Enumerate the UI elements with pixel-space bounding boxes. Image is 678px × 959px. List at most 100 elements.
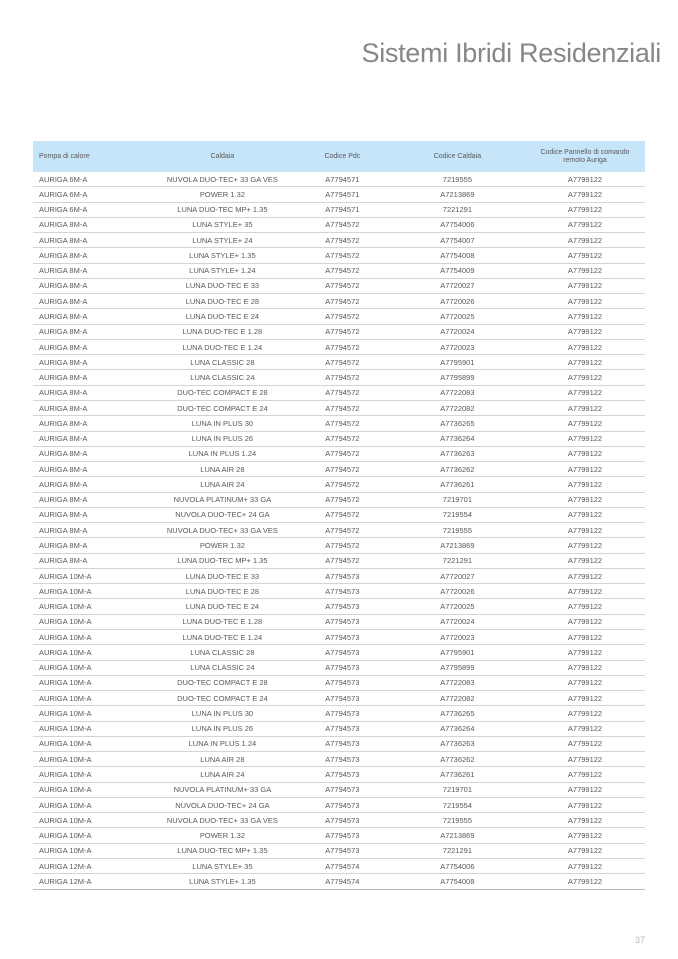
cell-caldaia: LUNA STYLE+ 1.35 xyxy=(189,250,256,260)
cell-codice-pannello: A7799122 xyxy=(567,174,603,184)
cell-pompa-di-calore: AURIGA 8M-A xyxy=(39,510,88,520)
cell-codice-pdc: A7794572 xyxy=(325,449,360,459)
cell-codice-pdc: A7794572 xyxy=(325,541,360,550)
cell-caldaia: POWER 1.32 xyxy=(199,831,245,841)
cell-pompa-di-calore: AURIGA 8M-A xyxy=(39,312,88,322)
cell-caldaia: LUNA DUO-TEC MP+ 1.35 xyxy=(177,846,268,856)
cell-codice-caldaia: A7795901 xyxy=(440,357,475,367)
cell-codice-caldaia: A7736261 xyxy=(440,479,475,489)
table-row: AURIGA 10M-A NUVOLA DUO-TEC+ 33 GA VES A77… xyxy=(33,813,645,829)
table-row: AURIGA 8M-A LUNA DUO-TEC MP+ 1.35 A7794572… xyxy=(33,554,645,569)
cell-codice-pannello: A7799122 xyxy=(567,693,603,703)
cell-codice-caldaia: A7795901 xyxy=(440,647,475,657)
cell-codice-pannello: A7799122 xyxy=(567,266,603,276)
cell-codice-caldaia: A7736262 xyxy=(440,464,475,474)
cell-codice-caldaia: A7720024 xyxy=(440,327,475,337)
cell-codice-caldaia: A7720024 xyxy=(440,617,475,627)
cell-codice-pdc: A7794571 xyxy=(325,174,360,184)
cell-pompa-di-calore: AURIGA 8M-A xyxy=(39,357,88,367)
cell-codice-pannello: A7799122 xyxy=(567,296,603,306)
cell-pompa-di-calore: AURIGA 8M-A xyxy=(39,525,88,535)
cell-codice-pdc: A7794572 xyxy=(325,342,360,352)
cell-caldaia: LUNA CLASSIC 28 xyxy=(190,647,255,657)
cell-pompa-di-calore: AURIGA 8M-A xyxy=(39,403,88,413)
table-row: AURIGA 8M-A LUNA DUO-TEC E 1.28 A7794572 A7… xyxy=(33,325,645,340)
cell-codice-pannello: A7799122 xyxy=(567,739,603,749)
cell-codice-pdc: A7794572 xyxy=(325,373,360,383)
cell-codice-pannello: A7799122 xyxy=(567,586,603,596)
cell-caldaia: LUNA DUO-TEC MP+ 1.35 xyxy=(177,205,268,215)
cell-codice-caldaia: 7221291 xyxy=(442,556,472,566)
cell-caldaia: LUNA IN PLUS 26 xyxy=(191,434,254,444)
cell-codice-caldaia: A7736264 xyxy=(440,434,475,444)
cell-codice-pannello: A7799122 xyxy=(567,525,603,535)
table-row: AURIGA 10M-A NUVOLA PLATINUM+ 33 GA A77945… xyxy=(33,783,645,798)
cell-caldaia: LUNA CLASSIC 24 xyxy=(190,373,255,383)
cell-caldaia: NUVOLA DUO-TEC+ 33 GA VES xyxy=(166,815,278,825)
cell-codice-caldaia: A7213869 xyxy=(440,189,475,199)
cell-caldaia: LUNA DUO-TEC E 1.24 xyxy=(182,342,263,352)
cell-codice-pannello: A7799122 xyxy=(567,663,603,673)
cell-codice-pdc: A7794572 xyxy=(325,495,360,505)
cell-codice-pdc: A7794573 xyxy=(325,785,360,795)
table-row: AURIGA 10M-A POWER 1.32 A7794573 A7213869 A7… xyxy=(33,828,645,844)
cell-codice-pdc: A7794572 xyxy=(325,296,360,306)
cell-pompa-di-calore: AURIGA 8M-A xyxy=(39,541,88,550)
table-row: AURIGA 10M-A LUNA DUO-TEC E 24 A7794573 A77… xyxy=(33,599,645,615)
cell-codice-pannello: A7799122 xyxy=(567,434,603,444)
cell-pompa-di-calore: AURIGA 10M-A xyxy=(39,785,92,795)
cell-codice-pdc: A7794572 xyxy=(325,235,360,245)
table-row: AURIGA 10M-A LUNA DUO-TEC E 28 A7794573 A77… xyxy=(33,584,645,600)
table-row: AURIGA 8M-A LUNA AIR 24 A7794572 A7736261 A7… xyxy=(33,477,645,493)
cell-caldaia: DUO-TEC COMPACT E 28 xyxy=(177,678,268,688)
cell-codice-pannello: A7799122 xyxy=(567,479,603,489)
cell-caldaia: LUNA AIR 28 xyxy=(200,464,245,474)
cell-codice-caldaia: A7754008 xyxy=(440,877,475,887)
cell-pompa-di-calore: AURIGA 8M-A xyxy=(39,266,88,276)
table-row: AURIGA 8M-A LUNA IN PLUS 1.24 A7794572 A773… xyxy=(33,447,645,463)
cell-caldaia: LUNA AIR 24 xyxy=(200,769,245,779)
cell-codice-pannello: A7799122 xyxy=(567,510,603,520)
cell-codice-caldaia: A7720027 xyxy=(440,281,475,291)
cell-pompa-di-calore: AURIGA 10M-A xyxy=(39,769,92,779)
cell-caldaia: LUNA DUO-TEC E 28 xyxy=(185,296,260,306)
cell-caldaia: POWER 1.32 xyxy=(199,189,245,199)
cell-pompa-di-calore: AURIGA 8M-A xyxy=(39,373,88,383)
table-row: AURIGA 8M-A LUNA STYLE+ 1.35 A7794572 A7754… xyxy=(33,248,645,264)
cell-codice-pdc: A7794572 xyxy=(325,403,360,413)
cell-codice-pannello: A7799122 xyxy=(567,220,603,230)
cell-pompa-di-calore: AURIGA 12M-A xyxy=(39,877,92,887)
cell-codice-pdc: A7794573 xyxy=(325,724,360,734)
cell-pompa-di-calore: AURIGA 8M-A xyxy=(39,556,88,566)
products-table: Pompa di calore Caldaia Codice Pdc Codic… xyxy=(33,141,645,891)
table-row: AURIGA 8M-A POWER 1.32 A7794572 A7213869 A77… xyxy=(33,538,645,554)
cell-pompa-di-calore: AURIGA 10M-A xyxy=(39,663,92,673)
cell-codice-caldaia: 7219555 xyxy=(442,174,472,184)
cell-pompa-di-calore: AURIGA 8M-A xyxy=(39,388,88,398)
cell-codice-pdc: A7794574 xyxy=(325,861,360,871)
cell-codice-caldaia: 7219701 xyxy=(442,785,472,795)
cell-codice-caldaia: A7722082 xyxy=(440,403,475,413)
cell-codice-pannello: A7799122 xyxy=(567,754,603,764)
cell-pompa-di-calore: AURIGA 8M-A xyxy=(39,235,88,245)
cell-codice-caldaia: A7720023 xyxy=(440,632,475,642)
cell-caldaia: LUNA CLASSIC 24 xyxy=(190,663,255,673)
cell-pompa-di-calore: AURIGA 8M-A xyxy=(39,342,88,352)
cell-pompa-di-calore: AURIGA 8M-A xyxy=(39,327,88,337)
cell-pompa-di-calore: AURIGA 8M-A xyxy=(39,250,88,260)
cell-pompa-di-calore: AURIGA 10M-A xyxy=(39,724,92,734)
cell-codice-pannello: A7799122 xyxy=(567,632,603,642)
cell-codice-pannello: A7799122 xyxy=(567,250,603,260)
cell-codice-pdc: A7794572 xyxy=(325,556,360,566)
cell-pompa-di-calore: AURIGA 10M-A xyxy=(39,815,92,825)
cell-pompa-di-calore: AURIGA 6M-A xyxy=(39,189,88,199)
cell-caldaia: NUVOLA DUO-TEC+ 33 GA VES xyxy=(166,174,278,184)
cell-codice-pdc: A7794572 xyxy=(325,327,360,337)
cell-caldaia: LUNA IN PLUS 30 xyxy=(191,418,254,428)
cell-pompa-di-calore: AURIGA 8M-A xyxy=(39,449,88,459)
cell-codice-pannello: A7799122 xyxy=(567,708,603,718)
cell-codice-pdc: A7794572 xyxy=(325,281,360,291)
cell-caldaia: NUVOLA DUO-TEC+ 33 GA VES xyxy=(166,525,278,535)
cell-caldaia: LUNA DUO-TEC E 1.24 xyxy=(182,632,263,642)
